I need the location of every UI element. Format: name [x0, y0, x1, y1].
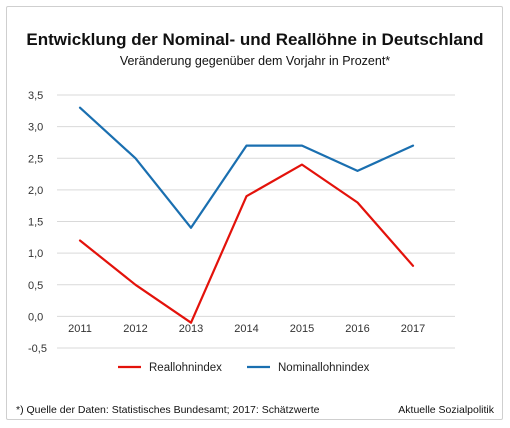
x-tick-label: 2012 — [123, 323, 147, 335]
chart-source: Aktuelle Sozialpolitik — [398, 404, 494, 416]
y-tick-label: 0,5 — [28, 280, 43, 292]
legend-label: Reallohnindex — [149, 362, 222, 374]
series-line — [78, 106, 415, 229]
y-tick-label: 1,0 — [28, 248, 43, 260]
x-tick-label: 2013 — [179, 323, 203, 335]
legend-label: Nominallohnindex — [278, 362, 370, 374]
x-tick-label: 2015 — [290, 323, 314, 335]
chart-frame — [6, 6, 503, 420]
y-tick-label: -0,5 — [28, 343, 47, 355]
y-tick-label: 2,0 — [28, 185, 43, 197]
chart-footnote: *) Quelle der Daten: Statistisches Bunde… — [16, 404, 320, 416]
y-tick-label: 3,5 — [28, 90, 43, 102]
chart-subtitle: Veränderung gegenüber dem Vorjahr in Pro… — [119, 54, 391, 68]
y-tick-label: 2,5 — [28, 153, 43, 165]
y-tick-label: 3,0 — [28, 122, 43, 134]
x-tick-label: 2014 — [234, 323, 258, 335]
chart-title: Entwicklung der Nominal- und Reallöhne i… — [26, 30, 484, 49]
y-tick-label: 1,5 — [28, 217, 43, 229]
x-tick-label: 2011 — [68, 323, 92, 335]
y-tick-label: 0,0 — [28, 311, 43, 323]
series-line — [78, 163, 415, 324]
x-tick-label: 2016 — [345, 323, 369, 335]
x-tick-label: 2017 — [401, 323, 425, 335]
